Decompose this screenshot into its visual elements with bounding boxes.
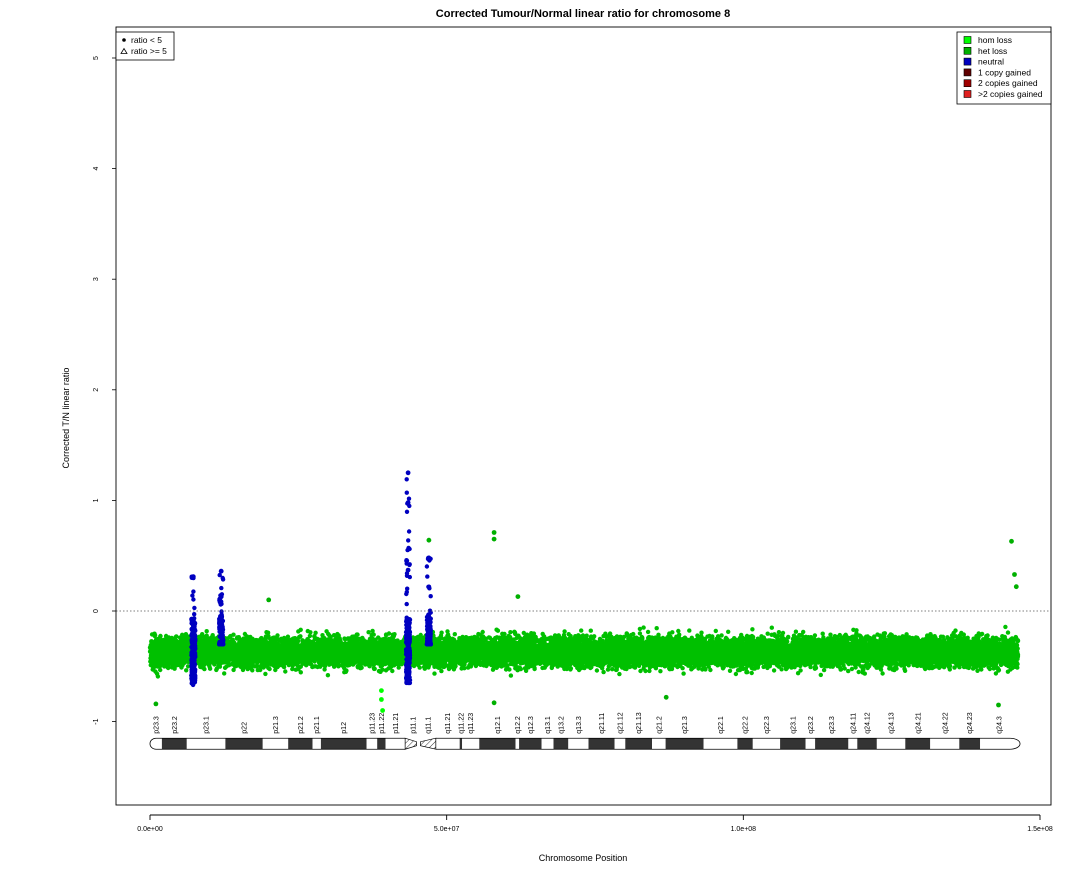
data-point bbox=[521, 630, 526, 636]
data-point bbox=[699, 630, 704, 635]
data-point bbox=[222, 671, 227, 676]
data-point bbox=[654, 626, 659, 631]
data-point bbox=[765, 631, 770, 636]
data-point bbox=[681, 671, 686, 676]
data-band-layer bbox=[147, 624, 1021, 679]
data-point bbox=[795, 671, 801, 676]
data-point bbox=[296, 629, 301, 634]
data-point bbox=[749, 670, 754, 676]
data-point bbox=[637, 626, 643, 632]
data-point bbox=[793, 629, 799, 634]
data-point bbox=[325, 673, 331, 678]
data-point bbox=[476, 631, 481, 637]
data-point bbox=[322, 667, 327, 672]
data-point bbox=[231, 632, 236, 637]
data-point bbox=[439, 668, 444, 674]
data-point bbox=[636, 663, 642, 668]
data-point bbox=[856, 669, 861, 675]
data-point bbox=[637, 631, 643, 636]
data-point bbox=[750, 627, 755, 632]
data-point bbox=[588, 628, 593, 633]
data-point bbox=[331, 633, 337, 638]
